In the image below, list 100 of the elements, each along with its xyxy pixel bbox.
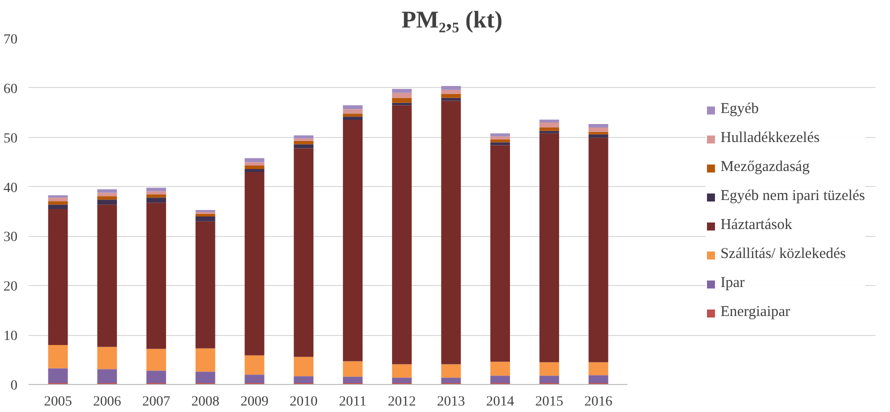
bar	[490, 139, 510, 142]
bar	[342, 116, 363, 120]
bar	[146, 191, 166, 194]
bar	[97, 346, 117, 370]
bar	[244, 158, 264, 162]
bar	[588, 127, 608, 132]
y-tick-label: 40	[4, 180, 18, 196]
bar	[392, 378, 412, 384]
bar	[244, 355, 264, 375]
bar	[146, 194, 166, 198]
bar	[588, 362, 608, 376]
x-tick-label: 2014	[486, 394, 514, 410]
bar	[196, 221, 216, 348]
bar	[392, 88, 412, 93]
bar	[342, 109, 363, 114]
x-tick-label: 2016	[584, 394, 612, 410]
bar	[392, 92, 412, 98]
bar	[342, 361, 363, 377]
bar	[539, 120, 560, 123]
bar	[490, 145, 510, 362]
bar	[441, 378, 461, 384]
bar	[97, 192, 117, 196]
bar	[342, 376, 363, 384]
chart-title: PM₂,₅ (kt)	[401, 8, 503, 34]
bar	[342, 105, 363, 110]
y-tick-label: 70	[4, 32, 18, 48]
bar	[196, 372, 216, 384]
bar	[490, 362, 510, 376]
y-tick-label: 30	[4, 230, 18, 246]
bar	[342, 114, 363, 117]
bar	[97, 204, 117, 347]
bar	[48, 204, 68, 210]
bar	[490, 142, 510, 146]
bar	[244, 172, 264, 356]
bar	[196, 214, 216, 216]
bar	[48, 209, 68, 345]
bar	[588, 138, 608, 362]
bar	[490, 136, 510, 140]
bar	[196, 216, 216, 222]
bar	[441, 100, 461, 364]
y-tick-label: 50	[4, 131, 18, 146]
bar	[342, 120, 363, 362]
bar	[588, 134, 608, 138]
bar	[97, 196, 117, 200]
legend-label: Egyéb nem ipari tüzelés	[720, 188, 865, 205]
bar	[48, 368, 68, 384]
bar	[588, 375, 608, 384]
bar	[196, 348, 216, 372]
bar	[539, 133, 560, 362]
bar	[146, 348, 166, 371]
x-tick-label: 2006	[93, 394, 122, 410]
y-tick-label: 60	[4, 82, 18, 97]
bar	[244, 168, 264, 172]
bar	[294, 148, 314, 357]
bar	[539, 362, 560, 376]
x-tick-label: 2011	[339, 394, 366, 410]
bar	[244, 374, 264, 384]
x-tick-label: 2010	[290, 394, 318, 410]
x-tick-label: 2007	[142, 394, 170, 410]
x-tick-label: 2009	[240, 394, 268, 410]
bar	[441, 86, 461, 90]
bar	[48, 195, 68, 198]
bar	[539, 376, 560, 384]
y-tick-label: 10	[4, 329, 18, 344]
bar	[294, 376, 314, 384]
bar	[539, 130, 560, 134]
bar	[392, 105, 412, 364]
bar	[244, 162, 264, 166]
bar	[539, 127, 560, 131]
bar	[48, 198, 68, 202]
bar	[588, 132, 608, 134]
bar	[146, 370, 166, 384]
bar	[539, 122, 560, 128]
bar	[392, 98, 412, 103]
bar	[146, 202, 166, 349]
bar	[294, 356, 314, 376]
bar	[490, 376, 510, 384]
bar	[294, 138, 314, 141]
bar	[48, 201, 68, 205]
bar	[588, 124, 608, 128]
bar	[441, 364, 461, 378]
legend-label: Mezőgazdaság	[720, 159, 810, 176]
legend-label: Ipar	[720, 275, 745, 292]
bar	[146, 198, 166, 203]
x-tick-label: 2013	[437, 394, 466, 410]
x-tick-label: 2012	[388, 394, 416, 410]
bar	[392, 364, 412, 378]
bar	[97, 369, 117, 384]
x-tick-label: 2015	[535, 394, 564, 410]
legend-label: Energiaipar	[720, 304, 790, 321]
bar	[441, 90, 461, 94]
bar	[48, 344, 68, 368]
bar	[490, 133, 510, 136]
bar	[441, 94, 461, 98]
bar	[244, 166, 264, 169]
legend-label: Egyéb	[720, 101, 759, 118]
legend-label: Háztartások	[720, 217, 792, 234]
legend-label: Hulladékkezelés	[720, 130, 820, 147]
y-tick-label: 0	[10, 378, 18, 394]
x-tick-label: 2005	[44, 394, 72, 410]
